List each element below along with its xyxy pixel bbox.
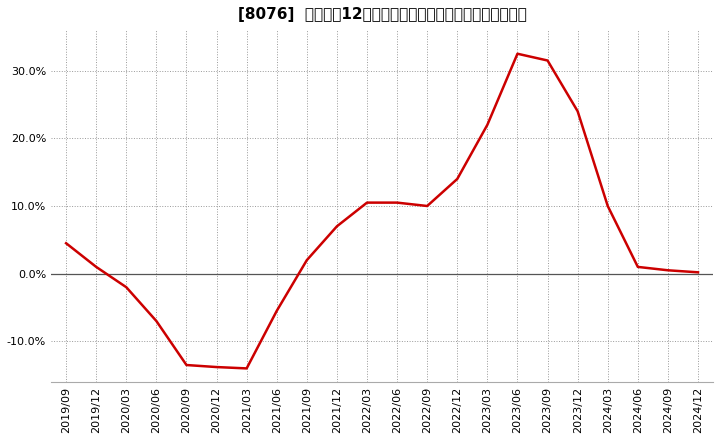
Title: [8076]  売上高の12か月移動合計の対前年同期増減率の推移: [8076] 売上高の12か月移動合計の対前年同期増減率の推移	[238, 7, 526, 22]
